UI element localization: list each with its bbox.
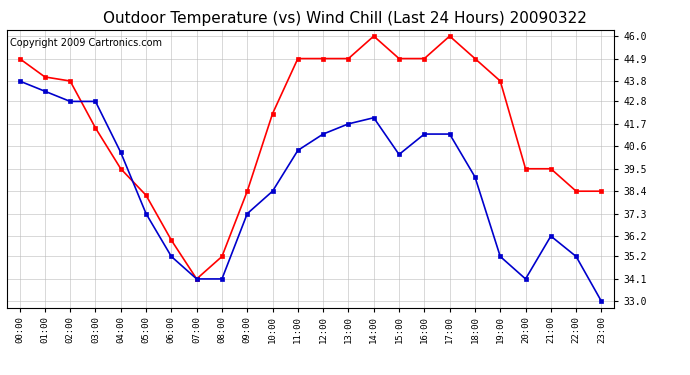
Text: Copyright 2009 Cartronics.com: Copyright 2009 Cartronics.com bbox=[10, 38, 162, 48]
Text: Outdoor Temperature (vs) Wind Chill (Last 24 Hours) 20090322: Outdoor Temperature (vs) Wind Chill (Las… bbox=[103, 11, 587, 26]
